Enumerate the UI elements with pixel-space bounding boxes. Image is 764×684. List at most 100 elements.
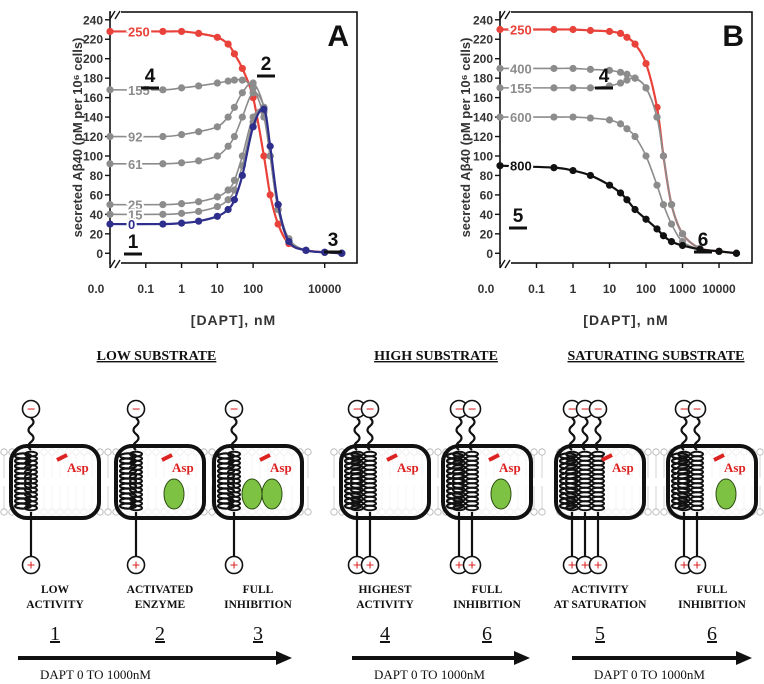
state-caption: LOW — [41, 584, 70, 596]
c-terminus — [588, 555, 608, 575]
inhibitor — [241, 478, 263, 510]
axis-break — [114, 10, 121, 20]
data-point — [213, 202, 221, 211]
series-curve — [109, 107, 342, 255]
enzyme-panel: − + − + − + Asp ACTIVITY AT SATURATION 5 — [554, 399, 647, 645]
state-caption: ACTIVATED — [127, 584, 194, 596]
dapt-label: DAPT 0 TO 1000nM — [40, 667, 151, 682]
substrate-strand — [468, 417, 476, 451]
x-tick-label: 0.1 — [137, 282, 154, 296]
lipid-head — [660, 448, 668, 456]
data-point — [496, 162, 504, 170]
annotation: 6 — [698, 230, 709, 251]
axis-break-gap — [111, 10, 121, 20]
c-terminus-sign: + — [366, 558, 375, 574]
enzyme-panel: − + − + Asp FULL INHIBITION 6 — [441, 399, 533, 645]
data-point — [653, 225, 661, 233]
data-point — [569, 25, 577, 34]
data-point — [260, 152, 268, 160]
data-point — [569, 113, 577, 121]
y-tick-label: 140 — [473, 111, 493, 125]
data-point — [605, 27, 614, 36]
substrate-group: LOW SUBSTRATE − + Asp LOW ACTIVITY 1 − + Asp ACTIV… — [0, 349, 312, 682]
data-point — [616, 189, 625, 197]
state-caption: ENZYME — [135, 599, 186, 611]
inhibitor — [163, 478, 185, 510]
data-point — [266, 142, 274, 150]
series-label: 15 — [128, 207, 142, 222]
data-point — [642, 152, 650, 160]
data-point — [177, 209, 186, 217]
c-terminus-sign: + — [132, 558, 141, 574]
y-tick-label: 60 — [90, 188, 104, 202]
data-point — [623, 70, 631, 78]
y-axis-label: secreted Aβ40 (pM per 10⁶ cells) — [70, 38, 85, 238]
data-point — [224, 77, 232, 85]
lipid-head — [644, 448, 652, 456]
data-point — [586, 171, 595, 180]
enzyme-panel: − + Asp ACTIVATED ENZYME 2 — [114, 399, 206, 645]
data-point — [213, 212, 221, 220]
y-tick-label: 120 — [83, 130, 103, 144]
state-caption: INHIBITION — [678, 599, 746, 611]
c-terminus — [224, 555, 244, 575]
asp-residue — [713, 453, 725, 462]
data-point — [631, 132, 639, 141]
series-label: 800 — [510, 159, 532, 174]
data-point — [550, 64, 558, 73]
substrate-strand — [132, 417, 140, 451]
lipid-head — [0, 448, 8, 456]
lipid-head — [538, 508, 546, 516]
substrate-helix — [227, 504, 241, 512]
lipid-head — [660, 508, 668, 516]
state-number: 5 — [595, 623, 605, 645]
axis-break — [114, 259, 121, 269]
state-caption: ACTIVITY — [356, 599, 414, 611]
c-terminus-sign: + — [693, 558, 702, 574]
y-tick-label: 120 — [473, 130, 493, 144]
axis-break — [504, 259, 511, 269]
data-point — [159, 132, 167, 141]
y-tick-label: 100 — [83, 149, 103, 163]
lipid-head — [538, 448, 546, 456]
state-caption: HIGHEST — [358, 584, 411, 596]
data-point — [177, 84, 186, 92]
chart: 0 20 40 60 80 100 120 140 160 180 200 220 240 0.0 0.1 1… — [458, 10, 753, 328]
substrate-strand — [27, 417, 35, 451]
c-terminus — [687, 555, 707, 575]
x-axis-label: [DAPT], nM — [583, 312, 668, 328]
y-tick-label: 200 — [83, 52, 103, 66]
n-terminus-sign: − — [455, 402, 464, 418]
data-point — [177, 159, 186, 167]
series-curve — [109, 78, 342, 255]
annotation: 5 — [513, 206, 524, 227]
data-point — [213, 152, 221, 160]
data-point — [195, 217, 203, 225]
lipid-head — [434, 508, 442, 516]
lipid-head — [530, 448, 538, 456]
data-point — [106, 201, 114, 209]
asp-label: Asp — [499, 460, 521, 475]
data-point — [106, 86, 114, 94]
substrate-helix — [363, 504, 377, 512]
data-point — [623, 196, 631, 204]
data-point — [159, 220, 167, 228]
y-tick-label: 240 — [83, 13, 103, 27]
data-point — [159, 27, 167, 36]
state-caption: ACTIVITY — [571, 584, 629, 596]
lipid-head — [756, 508, 764, 516]
data-point — [550, 84, 558, 92]
data-point — [249, 89, 257, 97]
data-point — [159, 201, 167, 209]
c-terminus-sign: + — [581, 558, 590, 574]
data-point — [616, 68, 625, 76]
data-point — [653, 113, 661, 121]
series-label: 0 — [128, 217, 135, 232]
series-curve — [499, 164, 737, 255]
c-terminus-sign: + — [353, 558, 362, 574]
substrate-helix — [24, 504, 38, 512]
enzyme-body — [9, 444, 101, 520]
data-point — [586, 26, 595, 35]
y-tick-label: 220 — [83, 33, 103, 47]
